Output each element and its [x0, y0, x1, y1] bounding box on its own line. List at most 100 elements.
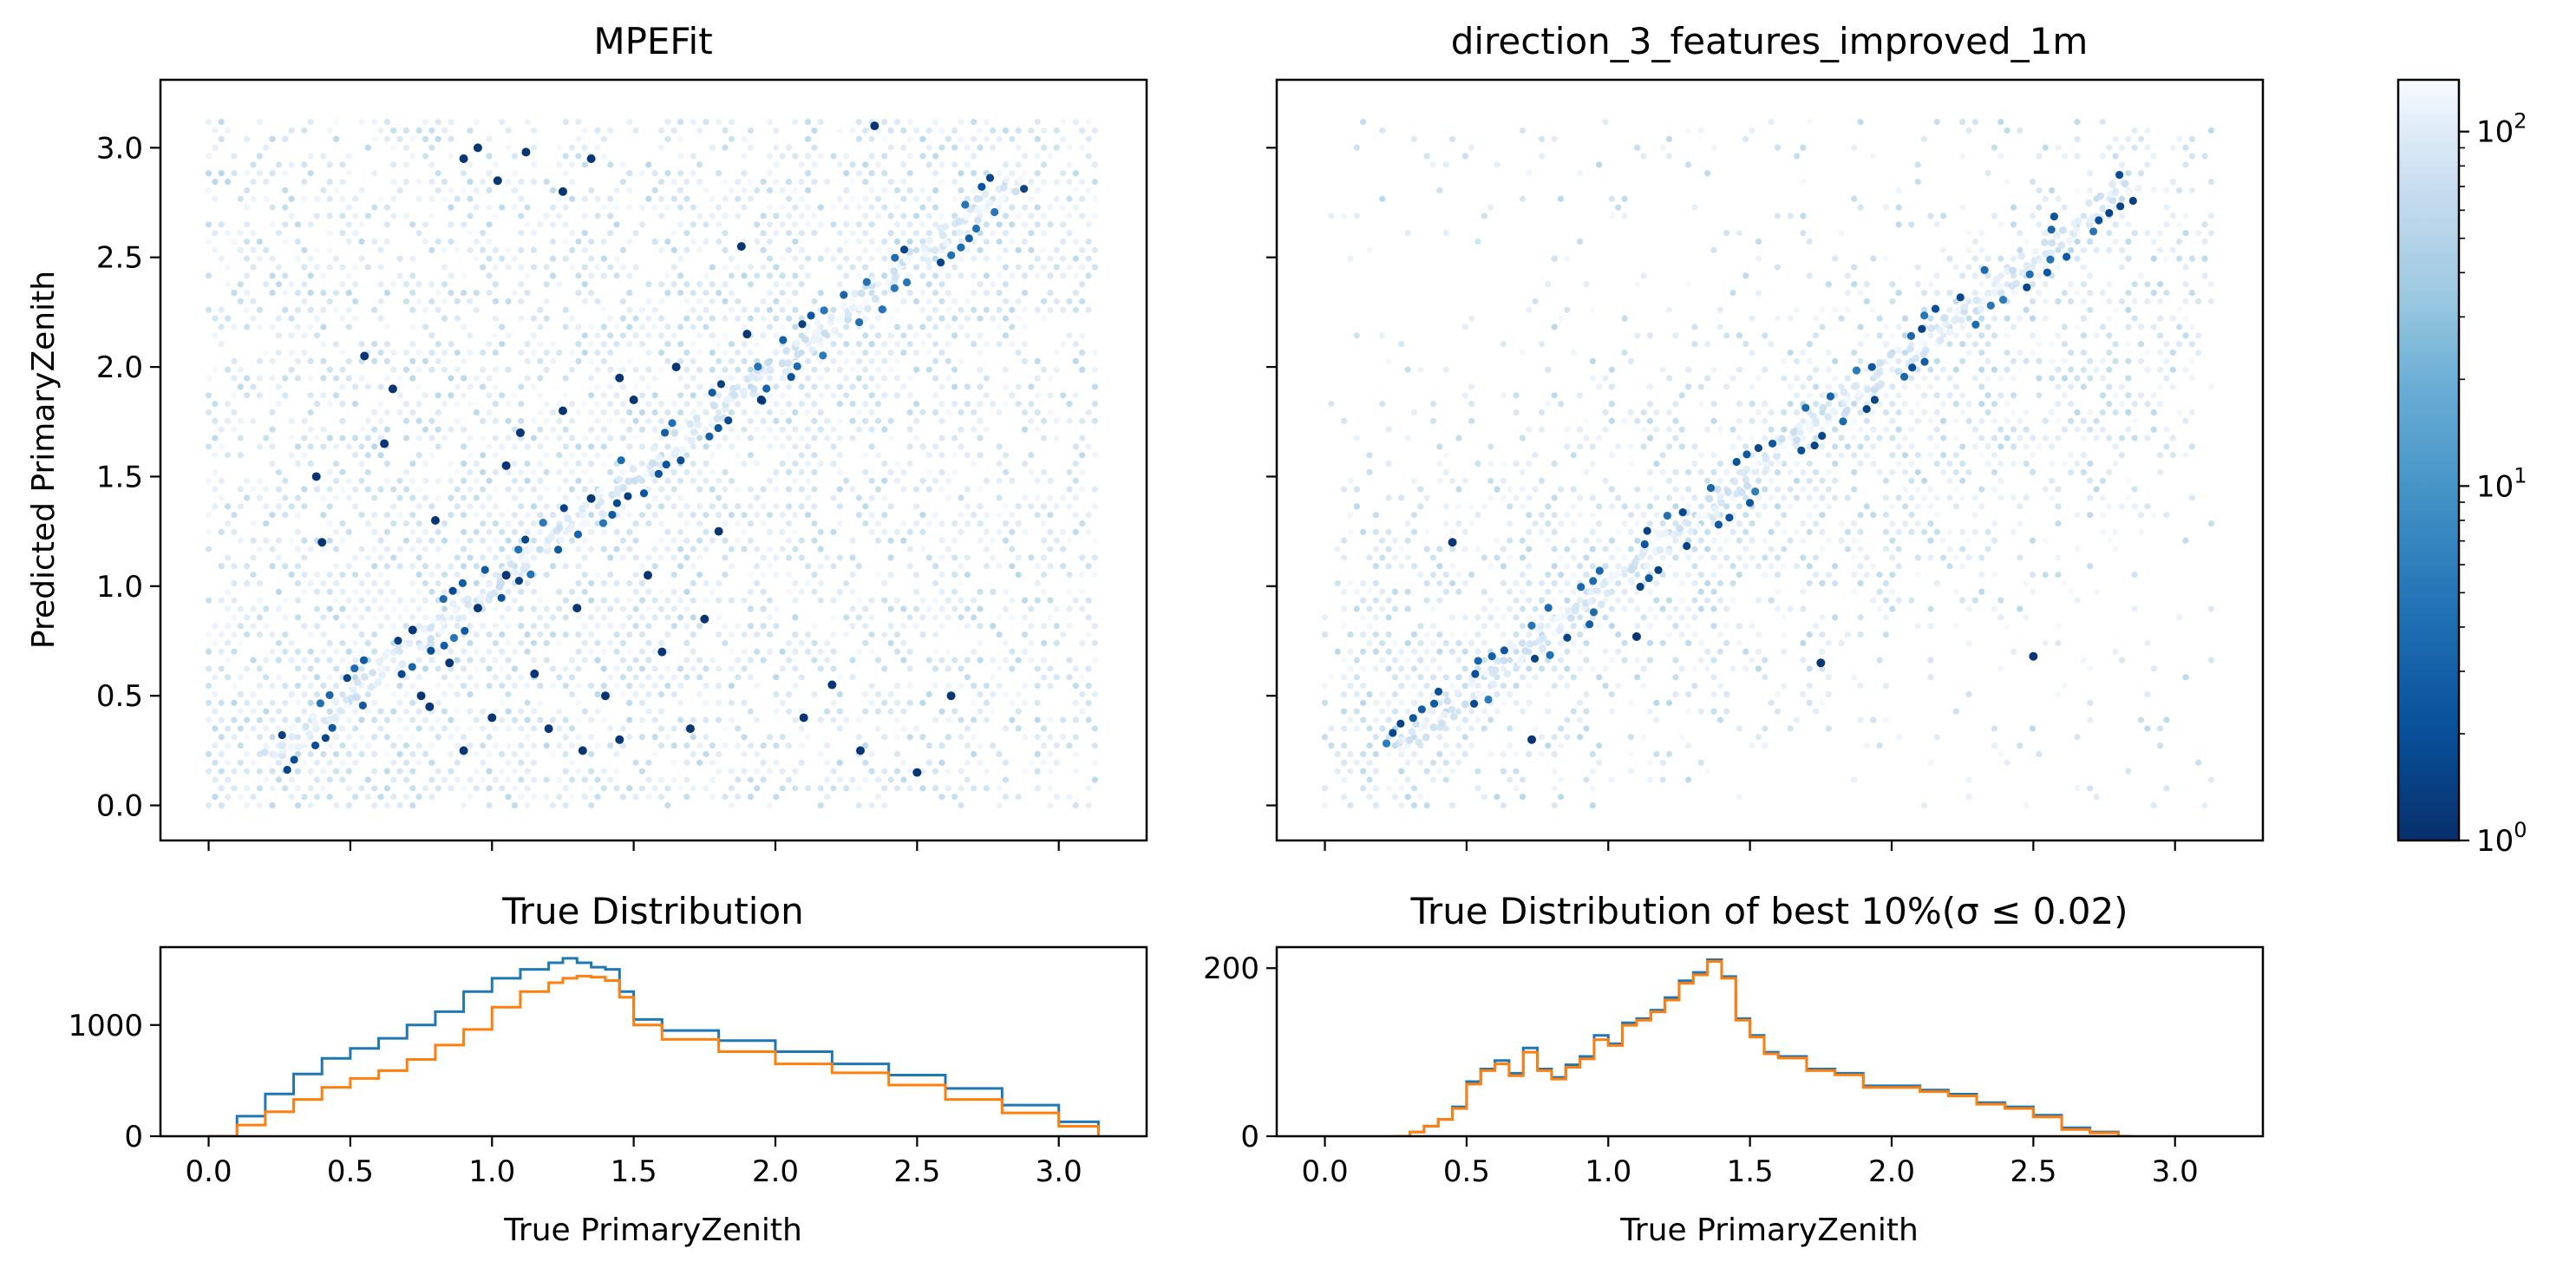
hexbin-cell [703, 716, 709, 723]
hexbin-cell [728, 272, 735, 279]
hexbin-cell [1360, 119, 1367, 126]
hexbin-cell [849, 657, 856, 664]
hexbin-cell [773, 281, 780, 288]
hexbin-cell [549, 357, 557, 365]
hexbin-cell [996, 512, 1003, 519]
hexbin-cell [1684, 554, 1692, 561]
hexbin-cell [581, 554, 588, 561]
hexbin-cell [345, 238, 352, 245]
hexbin-cell [958, 238, 964, 245]
hexbin-cell [358, 119, 365, 126]
hexbin-cell [530, 554, 538, 561]
hexbin-cell [836, 435, 843, 441]
hexbin-cell [409, 409, 416, 416]
hexbin-cell [716, 699, 722, 706]
hexbin-cell-edge [961, 200, 970, 209]
hexbin-cell [1684, 503, 1692, 510]
hexbin-cell [499, 683, 506, 690]
hexbin-cell [607, 212, 614, 219]
hexbin-cell [696, 366, 703, 373]
hexbin-cell [294, 563, 302, 570]
hexbin-cell [1021, 221, 1029, 228]
hexbin-cell [607, 435, 614, 441]
hexbin-cell [664, 204, 671, 211]
hexbin-cell [906, 392, 913, 399]
hexbin-cell [518, 623, 525, 630]
hexbin-cell [269, 375, 276, 382]
hexbin-cell [735, 212, 742, 219]
hexbin-cell [383, 221, 390, 228]
hexbin-cell [754, 768, 761, 775]
hexbin-cell [792, 221, 799, 228]
hexbin-cell-edge [890, 284, 899, 292]
hexbin-cell [499, 665, 506, 672]
hexbin-cell [868, 290, 875, 297]
hexbin-cell [1526, 631, 1533, 638]
hexbin-cell [594, 657, 601, 664]
hexbin-cell [435, 477, 441, 484]
hexbin-cell [1608, 401, 1615, 408]
hexbin-cell [1404, 520, 1411, 527]
hexbin-cell [1704, 375, 1711, 382]
hexbin-cell [817, 563, 824, 570]
hexbin-cell [1507, 725, 1514, 732]
hexbin-cell [1494, 537, 1500, 544]
hexbin-cell [862, 366, 869, 373]
hexbin-cell [996, 563, 1003, 570]
hexbin-cell [537, 306, 544, 313]
hexbin-cell [626, 290, 633, 297]
hexbin-cell [511, 186, 519, 194]
hexbin-cell [301, 623, 308, 630]
panel-title-direction: direction_3_features_improved_1m [1451, 20, 2089, 62]
hexbin-cell [1034, 597, 1041, 604]
hexbin-cell [1091, 195, 1098, 202]
hexbin-cell [415, 554, 422, 561]
hexbin-cell [893, 119, 901, 126]
hexbin-cell [887, 127, 894, 134]
hexbin-cell [664, 357, 671, 365]
hexbin-cell [549, 255, 557, 262]
hexbin-cell [499, 392, 506, 399]
hexbin-cell [415, 657, 422, 664]
hexbin-cell [728, 357, 735, 365]
hexbin-cell [1494, 690, 1500, 698]
hexbin-cell-diagonal [686, 420, 695, 428]
hexbin-cell [282, 204, 289, 211]
hexbin-cell [256, 699, 263, 706]
hexbin-cell [804, 153, 812, 160]
hexbin-cell-diagonal [464, 595, 472, 604]
hexbin-cell [549, 801, 557, 809]
hexbin-outlier [515, 428, 525, 437]
hexbin-cell [1021, 153, 1029, 160]
hexbin-cell [881, 512, 888, 519]
hexbin-cell [722, 520, 729, 527]
hexbin-cell [677, 119, 684, 126]
hexbin-cell [964, 759, 971, 766]
hexbin-cell [275, 468, 283, 476]
hexbin-cell [313, 486, 321, 493]
hexbin-cell [594, 298, 601, 305]
hexbin-cell [1710, 623, 1717, 630]
hexbin-cell [1646, 776, 1654, 783]
hexbin-cell [467, 452, 474, 459]
hexbin-outlier [643, 571, 652, 580]
hexbin-cell [868, 186, 875, 194]
hexbin-cell [402, 401, 410, 408]
hexbin-cell [1021, 699, 1029, 706]
hexbin-cell [677, 785, 684, 792]
hexbin-cell [568, 264, 576, 271]
hexbin-cell [792, 648, 799, 655]
hexbin-cell [441, 674, 448, 681]
hexbin-cell [1328, 212, 1335, 219]
hexbin-cell [530, 486, 538, 493]
hexbin-cell [1060, 716, 1067, 723]
hexbin-cell [703, 734, 709, 741]
hexbin-cell [1047, 546, 1054, 552]
hexbin-cell-edge [573, 530, 583, 539]
hexbin-cell [282, 477, 289, 484]
hexbin-cell [581, 281, 588, 288]
hexbin-cell [887, 503, 894, 510]
hexbin-cell [741, 153, 748, 160]
hexbin-cell [716, 221, 722, 228]
hexbin-cell [467, 212, 474, 219]
